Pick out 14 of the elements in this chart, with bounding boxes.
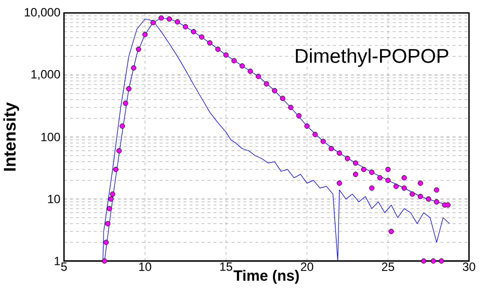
x-tick-label: 20: [300, 262, 314, 271]
y-tick-label: 100: [41, 132, 60, 142]
y-tick-label: 10,000: [24, 8, 60, 18]
annotation: Dimethyl-POPOP: [296, 48, 448, 67]
x-tick-label: 10: [139, 262, 152, 271]
y-axis-title: Intensity: [3, 102, 20, 171]
y-tick-label: 1: [54, 256, 60, 266]
y-tick-label: 10: [48, 194, 60, 204]
x-tick-label: 15: [220, 262, 232, 271]
x-tick-label: 25: [382, 262, 394, 271]
x-tick-label: 30: [462, 262, 476, 271]
x-tick-label: 5: [61, 262, 67, 271]
x-axis-title: Time (ns): [234, 270, 299, 284]
y-tick-label: 1,000: [31, 70, 60, 80]
